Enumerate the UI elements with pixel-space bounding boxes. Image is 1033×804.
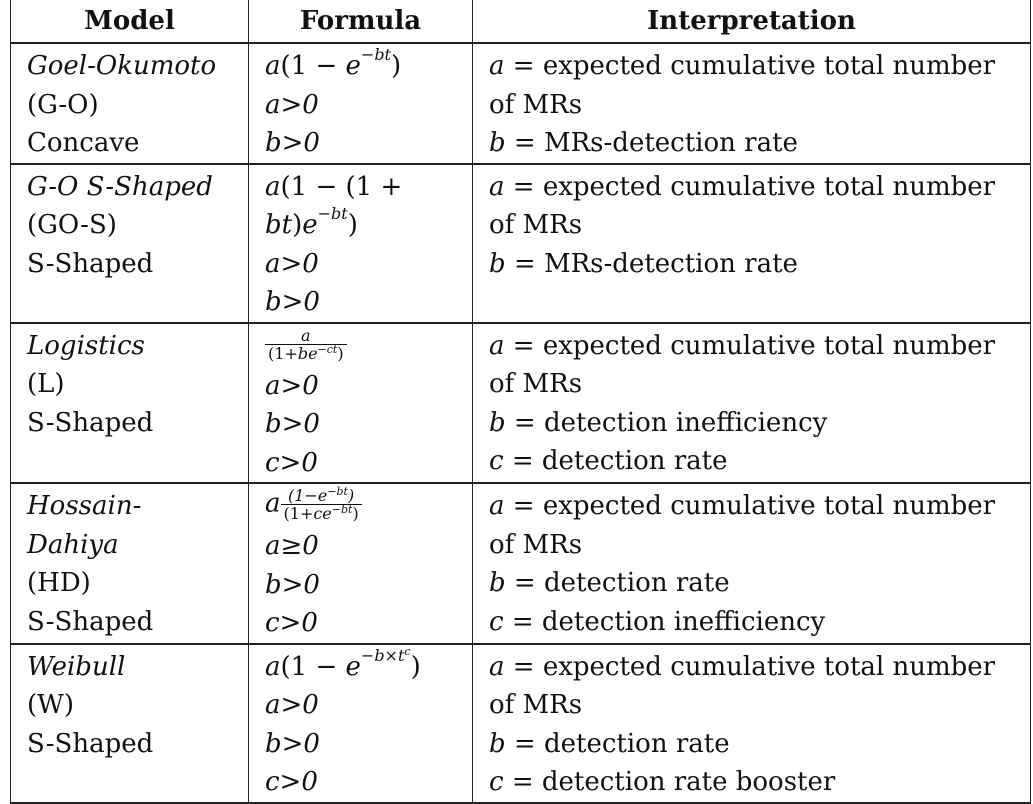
formula-expression: a (1+be−ct): [265, 327, 472, 367]
model-name: Goel-Okumoto: [27, 51, 217, 81]
model-name: G-O S-Shaped: [27, 171, 213, 202]
interpretation-line: a = expected cumulative total number: [489, 651, 996, 682]
model-cell: Hossain- Dahiya (HD) S-Shaped: [10, 483, 249, 645]
interpretation-cell: a = expected cumulative total number of …: [472, 483, 1031, 645]
formula-cell: a (1−e−bt) (1+ce−bt) a≥0 b>0 c>0: [248, 483, 473, 645]
model-cell: G-O S-Shaped (GO-S) S-Shaped: [10, 163, 249, 324]
formula-constraint: c>0: [265, 767, 318, 797]
formula-expression: bt)e−bt): [265, 204, 358, 241]
model-cell: Logistics (L) S-Shaped: [10, 322, 249, 484]
interpretation-line: of MRs: [489, 369, 583, 399]
formula-expression: a (1−e−bt) (1+ce−bt): [265, 486, 472, 527]
table-row: Logistics (L) S-Shaped a (1+be−ct) a>0 b…: [10, 322, 1031, 484]
table-row: Hossain- Dahiya (HD) S-Shaped a (1−e−bt)…: [10, 483, 1031, 645]
interpretation-cell: a = expected cumulative total number of …: [472, 43, 1031, 165]
interpretation-line: c = detection inefficiency: [489, 606, 826, 637]
formula-cell: a (1+be−ct) a>0 b>0 c>0: [248, 322, 473, 484]
header-row: Model Formula Interpretation: [10, 0, 1031, 44]
formula-fraction: a (1+be−ct): [265, 327, 347, 362]
interpretation-line: b = detection rate: [489, 568, 730, 598]
model-abbrev: (L): [27, 369, 65, 399]
interpretation-line: b = MRs-detection rate: [489, 248, 798, 279]
model-shape: S-Shaped: [27, 606, 154, 637]
interpretation-line: a = expected cumulative total number: [489, 171, 996, 202]
formula-fraction: (1−e−bt) (1+ce−bt): [280, 486, 362, 522]
formula-expression: a(1 − (1 +: [265, 171, 403, 202]
interpretation-line: b = detection rate: [489, 728, 730, 759]
interpretation-line: b = detection inefficiency: [489, 407, 828, 438]
formula-constraint: a>0: [265, 248, 319, 279]
model-cell: Weibull (W) S-Shaped: [10, 643, 249, 804]
model-abbrev: (W): [27, 690, 75, 720]
model-shape: S-Shaped: [27, 728, 154, 759]
model-name: Dahiya: [27, 529, 119, 560]
formula-constraint: a>0: [265, 690, 319, 720]
model-name: Hossain-: [27, 491, 142, 521]
formula-cell: a(1 − (1 + bt)e−bt) a>0 b>0: [248, 163, 473, 324]
interpretation-cell: a = expected cumulative total number of …: [472, 643, 1031, 804]
interpretation-line: of MRs: [489, 89, 583, 120]
interpretation-line: c = detection rate booster: [489, 767, 836, 797]
formula-constraint: b>0: [265, 569, 320, 600]
model-abbrev: (G-O): [27, 89, 99, 120]
interpretation-line: of MRs: [489, 690, 583, 720]
interpretation-line: b = MRs-detection rate: [489, 128, 798, 158]
header-model: Model: [10, 0, 249, 44]
interpretation-line: of MRs: [489, 529, 583, 560]
model-blank: [27, 442, 248, 481]
table-row: G-O S-Shaped (GO-S) S-Shaped a(1 − (1 + …: [10, 163, 1031, 324]
interpretation-line: of MRs: [489, 210, 583, 240]
models-table: Model Formula Interpretation Goel-Okumot…: [10, 0, 1031, 804]
interpretation-cell: a = expected cumulative total number of …: [472, 163, 1031, 324]
formula-constraint: c>0: [265, 447, 318, 478]
table-row: Weibull (W) S-Shaped a(1 − e−b×tc) a>0 b…: [10, 643, 1031, 804]
model-shape: S-Shaped: [27, 407, 154, 438]
interpretation-cell: a = expected cumulative total number of …: [472, 322, 1031, 484]
formula-constraint: b>0: [265, 728, 320, 759]
model-abbrev: (GO-S): [27, 210, 117, 240]
interpretation-line: a = expected cumulative total number: [489, 51, 996, 81]
formula-constraint: b>0: [265, 128, 320, 158]
interpretation-line: a = expected cumulative total number: [489, 330, 996, 361]
formula-constraint: b>0: [265, 409, 320, 439]
model-cell: Goel-Okumoto (G-O) Concave: [10, 43, 249, 165]
formula-constraint: a>0: [265, 89, 319, 120]
model-name: Weibull: [27, 651, 126, 682]
interpretation-blank: [489, 283, 1030, 322]
interpretation-line: c = detection rate: [489, 446, 728, 476]
interpretation-line: a = expected cumulative total number: [489, 491, 996, 521]
formula-cell: a(1 − e−b×tc) a>0 b>0 c>0: [248, 643, 473, 804]
model-shape: S-Shaped: [27, 248, 154, 279]
formula-constraint: a>0: [265, 370, 319, 401]
model-blank: [27, 283, 248, 322]
formula-expression: a(1 − e−b×tc): [265, 644, 421, 682]
table-row: Goel-Okumoto (G-O) Concave a(1 − e−bt) a…: [10, 43, 1031, 165]
model-abbrev: (HD): [27, 568, 91, 598]
header-formula: Formula: [248, 0, 473, 44]
formula-cell: a(1 − e−bt) a>0 b>0: [248, 43, 473, 165]
formula-constraint: a≥0: [265, 531, 319, 561]
formula-expression: a(1 − e−bt): [265, 45, 402, 82]
model-name: Logistics: [27, 330, 145, 361]
formula-constraint: c>0: [265, 608, 318, 638]
model-shape: Concave: [27, 128, 140, 158]
formula-constraint: b>0: [265, 287, 320, 317]
header-interpretation: Interpretation: [472, 0, 1031, 44]
